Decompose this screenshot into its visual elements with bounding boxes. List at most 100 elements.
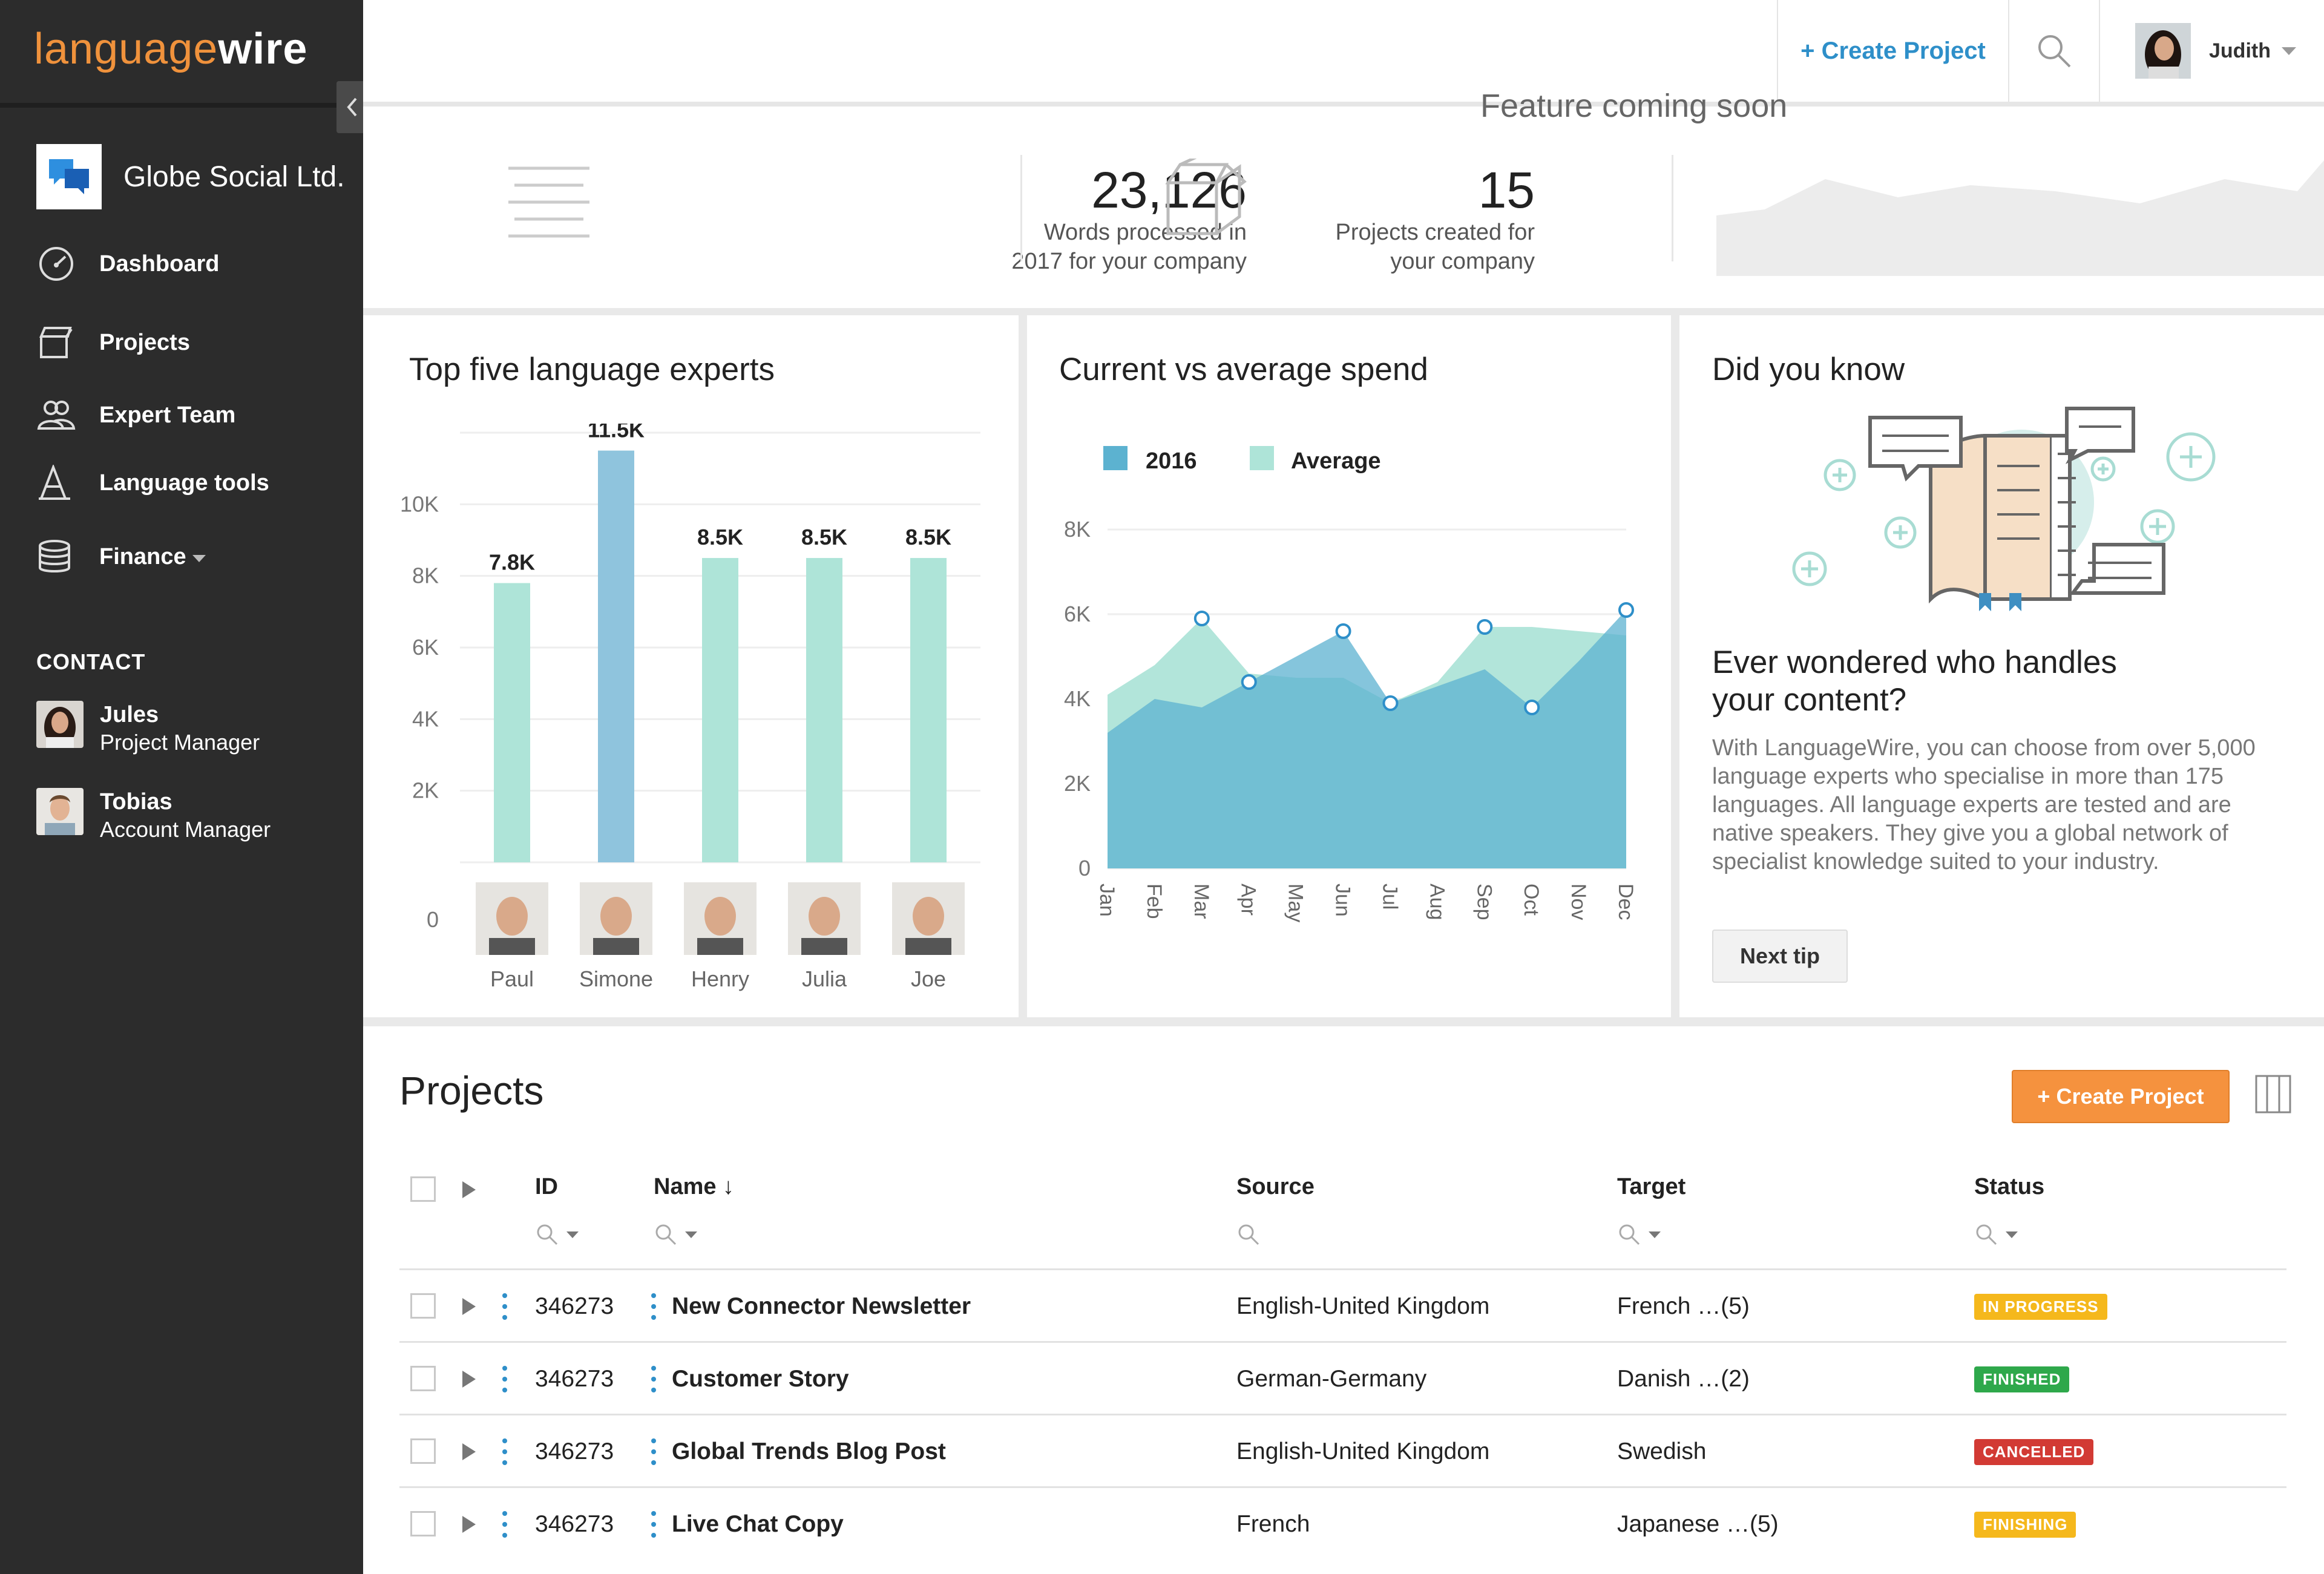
chevron-down-icon xyxy=(2006,1231,2018,1238)
columns-icon[interactable] xyxy=(2255,1075,2291,1113)
language-tools-icon xyxy=(39,465,70,500)
expand-row-toggle[interactable] xyxy=(462,1516,476,1533)
id-filter[interactable] xyxy=(535,1222,579,1247)
column-header-name[interactable]: Name ↓ xyxy=(654,1174,735,1199)
stats-strip: 23,126 Words processed in 2017 for your … xyxy=(363,107,2324,308)
bar xyxy=(598,450,634,862)
contact-jules[interactable]: Jules Project Manager xyxy=(36,701,260,756)
nav-item-projects[interactable]: Projects xyxy=(36,324,351,361)
contact-tobias[interactable]: Tobias Account Manager xyxy=(36,788,271,844)
projects-count: 15 xyxy=(1478,162,1535,218)
text-lines-icon xyxy=(508,166,589,238)
name-actions-icon[interactable] xyxy=(651,1511,656,1538)
next-tip-button[interactable]: Next tip xyxy=(1712,930,1848,983)
column-header-id[interactable]: ID xyxy=(535,1174,558,1199)
row-actions-icon[interactable] xyxy=(502,1511,507,1538)
search-icon xyxy=(1238,1224,1259,1245)
nav-label: Finance xyxy=(99,543,186,569)
table-row[interactable]: 346273 Live Chat Copy French Japanese …(5) F… xyxy=(399,1486,2286,1559)
create-project-button[interactable]: + Create Project xyxy=(2012,1070,2230,1123)
status-badge: IN PROGRESS xyxy=(1974,1293,2107,1320)
nav-item-finance[interactable]: Finance xyxy=(36,539,351,575)
project-target: Japanese …(5) xyxy=(1617,1511,1779,1537)
source-filter[interactable] xyxy=(1236,1222,1261,1247)
y-tick-label: 4K xyxy=(1064,686,1091,711)
coins-icon xyxy=(39,540,70,572)
select-all-checkbox[interactable] xyxy=(410,1176,436,1202)
status-badge: FINISHING xyxy=(1974,1511,2076,1538)
project-source: German-Germany xyxy=(1236,1366,1427,1392)
legend-swatch-2016 xyxy=(1103,446,1128,470)
project-name-link[interactable]: New Connector Newsletter xyxy=(672,1293,971,1319)
x-tick-label: Jul xyxy=(1378,884,1401,910)
row-checkbox[interactable] xyxy=(410,1511,436,1536)
name-actions-icon[interactable] xyxy=(651,1366,656,1392)
search-button[interactable] xyxy=(2008,0,2099,102)
column-header-source[interactable]: Source xyxy=(1236,1174,1315,1199)
avatar xyxy=(36,701,84,748)
bar-data-label: 8.5K xyxy=(697,525,743,549)
avatar-face xyxy=(704,897,736,936)
row-actions-icon[interactable] xyxy=(502,1366,507,1392)
expand-row-toggle[interactable] xyxy=(462,1443,476,1460)
words-label-line2: 2017 for your company xyxy=(1011,249,1247,274)
row-actions-icon[interactable] xyxy=(502,1438,507,1465)
languagewire-logo[interactable]: languagewire xyxy=(34,25,308,73)
bar xyxy=(806,558,842,862)
top-bar xyxy=(363,0,2324,102)
name-actions-icon[interactable] xyxy=(651,1293,656,1320)
collapse-sidebar-button[interactable] xyxy=(336,81,368,133)
row-checkbox[interactable] xyxy=(410,1293,436,1319)
data-point-marker xyxy=(1477,619,1493,635)
chevron-down-icon xyxy=(1649,1231,1661,1238)
target-filter[interactable] xyxy=(1617,1222,1661,1247)
company-name: Globe Social Ltd. xyxy=(123,160,345,193)
name-actions-icon[interactable] xyxy=(651,1438,656,1465)
nav-item-language-tools[interactable]: Language tools xyxy=(36,465,351,501)
y-tick-label: 0 xyxy=(1078,856,1091,880)
contact-role: Project Manager xyxy=(100,730,260,755)
project-name-link[interactable]: Customer Story xyxy=(672,1366,849,1392)
expand-all-toggle[interactable] xyxy=(462,1181,476,1198)
status-filter[interactable] xyxy=(1974,1222,2018,1247)
expert-avatar xyxy=(580,882,652,955)
project-name-link[interactable]: Global Trends Blog Post xyxy=(672,1438,946,1464)
tip-heading: Ever wondered who handles your content? xyxy=(1712,644,2257,719)
data-point-marker xyxy=(1241,674,1257,690)
project-name-link[interactable]: Live Chat Copy xyxy=(672,1511,844,1537)
spend-card-title: Current vs average spend xyxy=(1059,352,1428,387)
expand-row-toggle[interactable] xyxy=(462,1371,476,1388)
tip-card-title: Did you know xyxy=(1712,352,1905,387)
user-menu[interactable]: Judith xyxy=(2099,0,2324,102)
chevron-down-icon xyxy=(192,555,206,562)
row-actions-icon[interactable] xyxy=(502,1293,507,1320)
legend-label-average: Average xyxy=(1291,448,1381,474)
name-filter[interactable] xyxy=(654,1222,697,1247)
nav-label: Language tools xyxy=(99,470,269,496)
nav-item-dashboard[interactable]: Dashboard xyxy=(36,246,351,282)
company-switcher[interactable]: Globe Social Ltd. xyxy=(36,144,345,209)
row-checkbox[interactable] xyxy=(410,1366,436,1391)
project-source: English-United Kingdom xyxy=(1236,1293,1490,1319)
table-row[interactable]: 346273 Global Trends Blog Post English-Uni… xyxy=(399,1414,2286,1486)
y-tick-label: 8K xyxy=(412,563,439,588)
column-header-target[interactable]: Target xyxy=(1617,1174,1686,1199)
table-row[interactable]: 346273 New Connector Newsletter English-Un… xyxy=(399,1268,2286,1341)
expand-row-toggle[interactable] xyxy=(462,1298,476,1315)
tip-body: With LanguageWire, you can choose from o… xyxy=(1712,735,2256,874)
projects-label-line2: your company xyxy=(1390,249,1535,274)
contact-heading: CONTACT xyxy=(36,649,146,674)
x-tick-label: Dec xyxy=(1614,884,1637,920)
expert-name-label: Julia xyxy=(802,966,847,991)
user-name: Judith xyxy=(2209,39,2271,62)
table-row[interactable]: 346273 Customer Story German-Germany Danish… xyxy=(399,1341,2286,1414)
nav-item-expert-team[interactable]: Expert Team xyxy=(36,397,351,433)
row-checkbox[interactable] xyxy=(410,1438,436,1464)
series-area-2016 xyxy=(1108,610,1626,868)
column-header-status[interactable]: Status xyxy=(1974,1174,2045,1199)
create-project-link[interactable]: + Create Project xyxy=(1777,0,2008,102)
tip-heading-line1: Ever wondered who handles xyxy=(1712,644,2117,680)
projects-label-line1: Projects created for xyxy=(1335,220,1535,245)
x-tick-label: Jan xyxy=(1095,884,1118,917)
project-source: French xyxy=(1236,1511,1310,1537)
